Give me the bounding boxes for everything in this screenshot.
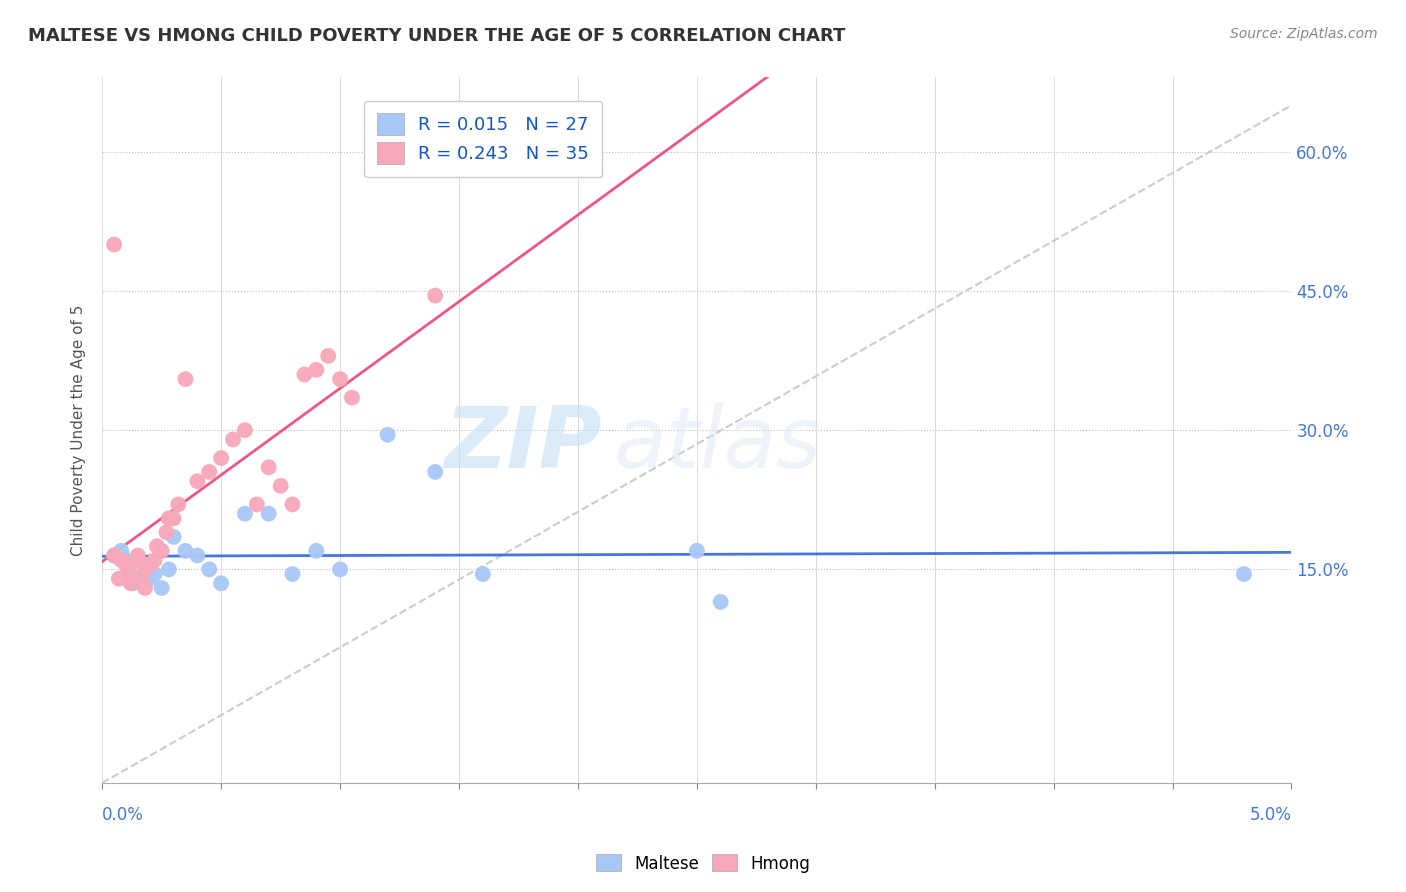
Point bbox=[281, 497, 304, 511]
Point bbox=[167, 497, 190, 511]
Point bbox=[233, 507, 256, 521]
Point bbox=[155, 525, 177, 540]
Point bbox=[115, 558, 138, 572]
Point bbox=[103, 237, 125, 252]
Point bbox=[124, 553, 146, 567]
Point bbox=[209, 450, 232, 465]
Point bbox=[162, 511, 184, 525]
Point bbox=[425, 288, 447, 302]
Point bbox=[198, 562, 221, 576]
Point bbox=[103, 549, 125, 563]
Y-axis label: Child Poverty Under the Age of 5: Child Poverty Under the Age of 5 bbox=[72, 304, 86, 556]
Point bbox=[377, 427, 399, 442]
Point bbox=[246, 497, 269, 511]
Point bbox=[305, 363, 328, 377]
Point bbox=[186, 474, 208, 488]
Text: ZIP: ZIP bbox=[444, 403, 602, 486]
Point bbox=[329, 372, 352, 386]
Point bbox=[150, 544, 173, 558]
Point bbox=[686, 544, 709, 558]
Text: 5.0%: 5.0% bbox=[1250, 806, 1292, 824]
Point bbox=[120, 576, 142, 591]
Point bbox=[198, 465, 221, 479]
Text: 0.0%: 0.0% bbox=[103, 806, 143, 824]
Point bbox=[139, 572, 162, 586]
Point bbox=[143, 553, 166, 567]
Point bbox=[316, 349, 339, 363]
Text: atlas: atlas bbox=[613, 403, 821, 486]
Point bbox=[110, 544, 132, 558]
Point bbox=[122, 576, 145, 591]
Legend: Maltese, Hmong: Maltese, Hmong bbox=[589, 847, 817, 880]
Point bbox=[108, 572, 131, 586]
Legend: R = 0.015   N = 27, R = 0.243   N = 35: R = 0.015 N = 27, R = 0.243 N = 35 bbox=[364, 101, 602, 178]
Point bbox=[131, 567, 153, 582]
Point bbox=[257, 460, 280, 475]
Point bbox=[117, 562, 139, 576]
Point bbox=[134, 581, 156, 595]
Point bbox=[292, 368, 315, 382]
Point bbox=[174, 544, 197, 558]
Point bbox=[120, 567, 142, 582]
Point bbox=[340, 391, 363, 405]
Point bbox=[257, 507, 280, 521]
Point bbox=[134, 558, 156, 572]
Point bbox=[127, 572, 149, 586]
Point bbox=[110, 553, 132, 567]
Point bbox=[162, 530, 184, 544]
Point bbox=[115, 553, 138, 567]
Point bbox=[281, 567, 304, 582]
Point bbox=[270, 479, 292, 493]
Point bbox=[471, 567, 494, 582]
Point bbox=[139, 558, 162, 572]
Point bbox=[174, 372, 197, 386]
Text: MALTESE VS HMONG CHILD POVERTY UNDER THE AGE OF 5 CORRELATION CHART: MALTESE VS HMONG CHILD POVERTY UNDER THE… bbox=[28, 27, 845, 45]
Point bbox=[710, 595, 733, 609]
Point bbox=[143, 567, 166, 582]
Point bbox=[425, 465, 447, 479]
Point bbox=[233, 423, 256, 437]
Point bbox=[150, 581, 173, 595]
Point bbox=[103, 549, 125, 563]
Point bbox=[127, 549, 149, 563]
Point bbox=[186, 549, 208, 563]
Point bbox=[157, 511, 180, 525]
Point bbox=[209, 576, 232, 591]
Point bbox=[1233, 567, 1256, 582]
Point bbox=[329, 562, 352, 576]
Point bbox=[305, 544, 328, 558]
Text: Source: ZipAtlas.com: Source: ZipAtlas.com bbox=[1230, 27, 1378, 41]
Point bbox=[146, 539, 169, 553]
Point bbox=[222, 433, 245, 447]
Point bbox=[157, 562, 180, 576]
